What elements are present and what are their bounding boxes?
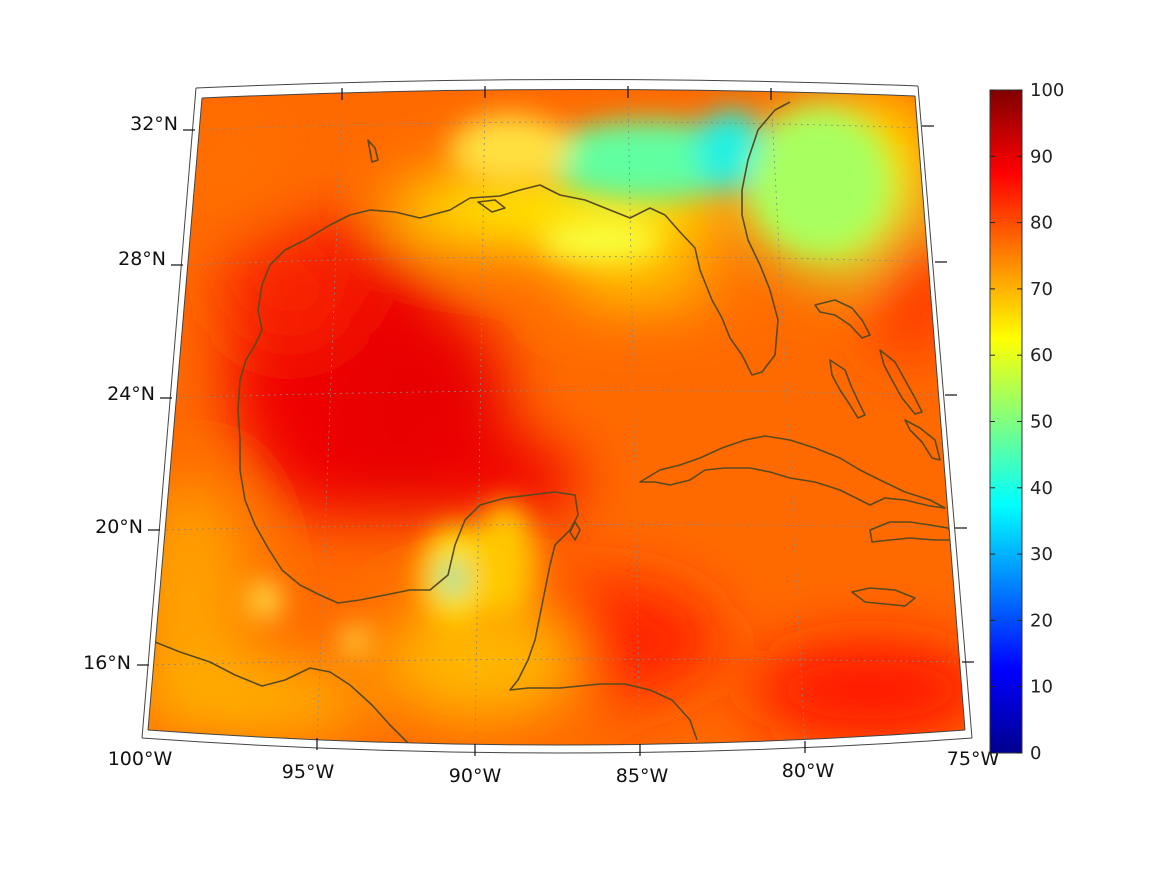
lon-label-75: 75°W <box>947 748 1000 770</box>
colorbar-label: 80 <box>1030 213 1053 234</box>
colorbar-ticks <box>990 89 1022 754</box>
lat-label-20: 20°N <box>95 516 143 538</box>
lon-label-90: 90°W <box>449 765 502 787</box>
heat-field <box>148 89 965 745</box>
lon-label-85: 85°W <box>616 765 669 787</box>
colorbar-label: 20 <box>1030 610 1053 631</box>
lon-label-100: 100°W <box>108 748 173 770</box>
graticule <box>149 94 963 745</box>
frame-ticks <box>137 86 974 756</box>
lat-label-16: 16°N <box>83 652 131 674</box>
colorbar-label: 60 <box>1030 345 1053 366</box>
colorbar-label: 90 <box>1030 146 1053 167</box>
coastlines <box>154 101 956 745</box>
colorbar-label: 10 <box>1030 677 1053 698</box>
colorbar-label: 50 <box>1030 412 1053 433</box>
lat-label-28: 28°N <box>118 248 166 270</box>
lat-label-32: 32°N <box>130 113 178 135</box>
colorbar-label: 30 <box>1030 544 1053 565</box>
colorbar-label: 40 <box>1030 478 1053 499</box>
longitude-labels: 100°W 95°W 90°W 85°W 80°W 75°W <box>108 748 1000 787</box>
colorbar-label: 100 <box>1030 80 1064 101</box>
colorbar-label: 0 <box>1030 743 1041 764</box>
lon-label-80: 80°W <box>782 760 835 782</box>
colorbar-gradient <box>989 89 1023 754</box>
latitude-labels: 32°N 28°N 24°N 20°N 16°N <box>83 113 178 674</box>
lat-label-24: 24°N <box>107 383 155 405</box>
colorbar-label: 70 <box>1030 279 1053 300</box>
lon-label-95: 95°W <box>282 761 335 783</box>
map-frame <box>141 78 973 754</box>
